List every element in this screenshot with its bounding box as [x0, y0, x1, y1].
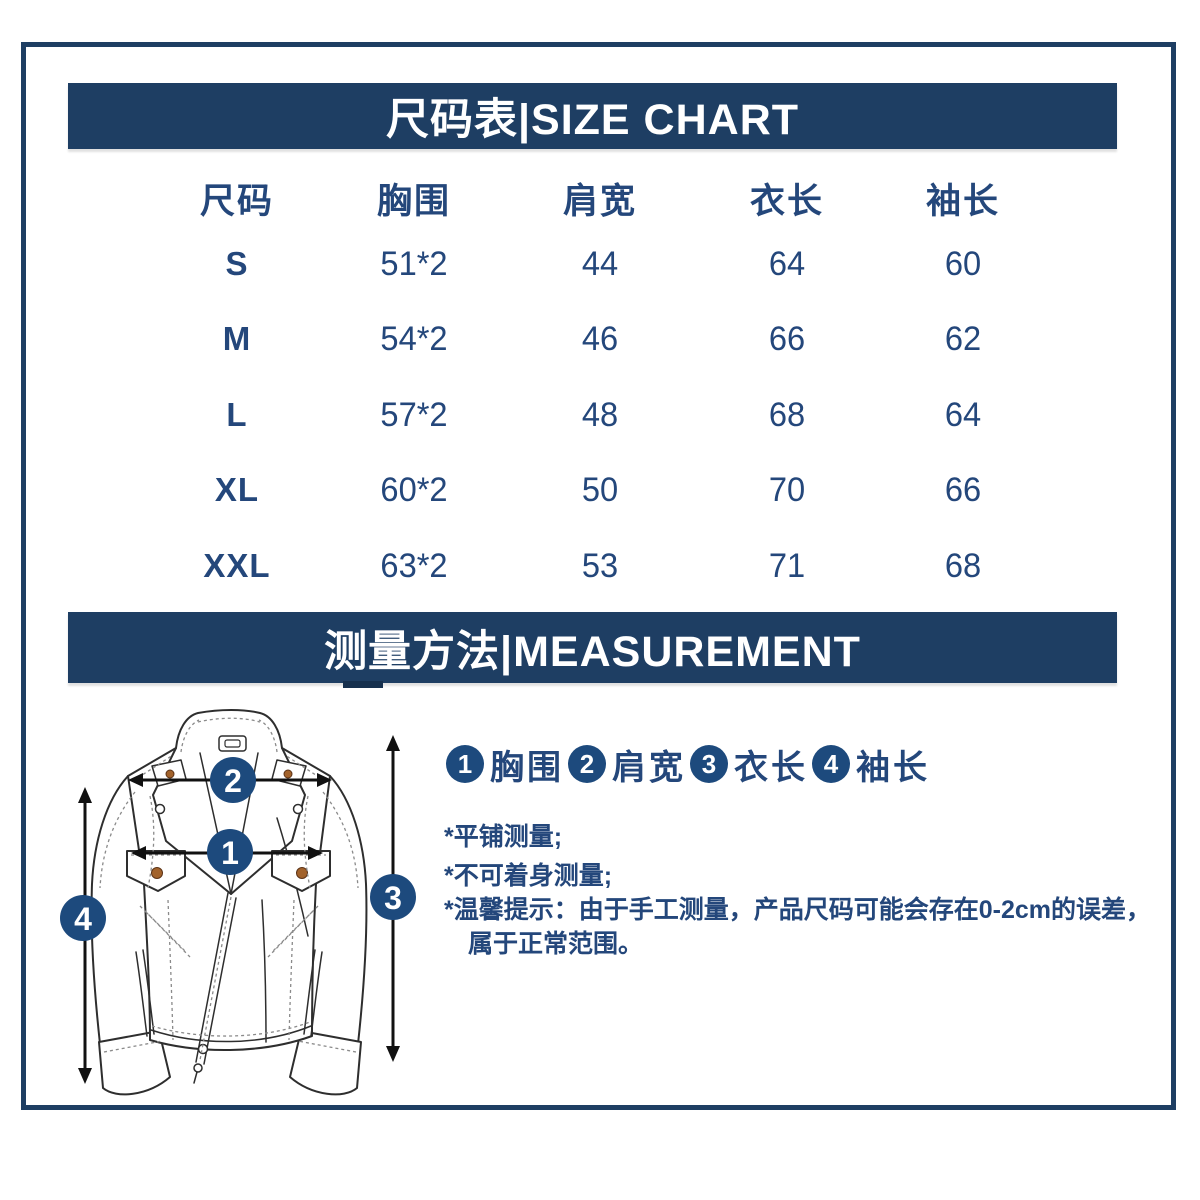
size-chart-banner-title: 尺码表|SIZE CHART [385, 96, 800, 144]
note-tolerance-cont: 属于正常范围。 [468, 930, 644, 958]
table-row: M 54*2 46 66 62 [0, 317, 1200, 361]
length-cell: 66 [768, 320, 806, 358]
chest-cell: 54*2 [380, 320, 448, 358]
measurement-notes: *平铺测量; *不可着身测量; *温馨提示：由于手工测量，产品尺码可能会存在0-… [444, 820, 1154, 961]
banner-shadow-tab [343, 681, 383, 688]
legend-label-length: 衣长 [734, 748, 808, 787]
chest-cell: 63*2 [380, 547, 448, 585]
sleeve-cell: 64 [944, 396, 982, 434]
size-cell: S [225, 245, 249, 282]
table-row: L 57*2 48 68 64 [0, 393, 1200, 437]
legend-circle-1: 1 [446, 745, 484, 783]
chest-cell: 57*2 [380, 396, 448, 434]
measurement-banner-title: 测量方法|MEASUREMENT [324, 627, 861, 676]
legend-circle-4: 4 [812, 745, 850, 783]
table-row: S 51*2 44 64 60 [0, 242, 1200, 286]
col-header-length: 衣长 [749, 182, 825, 221]
size-cell: XL [214, 471, 260, 508]
sleeve-cell: 68 [944, 547, 982, 585]
sleeve-cell: 60 [944, 245, 982, 283]
size-cell: L [226, 396, 248, 433]
table-row: XL 60*2 50 70 66 [0, 468, 1200, 512]
shoulder-cell: 46 [581, 320, 619, 358]
chest-cell: 51*2 [380, 245, 448, 283]
size-chart-banner: 尺码表|SIZE CHART [68, 83, 1117, 149]
legend-label-shoulder: 肩宽 [612, 748, 686, 787]
note-not-on-body: *不可着身测量; [444, 862, 613, 890]
legend-label-sleeve: 袖长 [856, 748, 930, 787]
col-header-shoulder: 肩宽 [562, 182, 638, 221]
length-cell: 64 [768, 245, 806, 283]
shoulder-cell: 48 [581, 396, 619, 434]
size-cell: XXL [203, 547, 271, 584]
measurement-legend: 1 胸围 2 肩宽 3 衣长 4 袖长 [446, 744, 930, 787]
length-cell: 71 [768, 547, 806, 585]
size-table-header-row: 尺码 胸围 肩宽 衣长 袖长 [0, 180, 1200, 224]
table-row: XXL 63*2 53 71 68 [0, 544, 1200, 588]
legend-item-chest: 1 胸围 [446, 740, 564, 789]
length-cell: 68 [768, 396, 806, 434]
legend-circle-3: 3 [690, 745, 728, 783]
col-header-size: 尺码 [199, 182, 275, 221]
shoulder-cell: 53 [581, 547, 619, 585]
size-cell: M [222, 320, 252, 357]
sleeve-cell: 62 [944, 320, 982, 358]
sleeve-cell: 66 [944, 471, 982, 509]
legend-item-length: 3 衣长 [690, 740, 808, 789]
measurement-banner: 测量方法|MEASUREMENT [68, 612, 1117, 683]
shoulder-cell: 50 [581, 471, 619, 509]
legend-item-shoulder: 2 肩宽 [568, 740, 686, 789]
col-header-chest: 胸围 [376, 182, 452, 221]
shoulder-cell: 44 [581, 245, 619, 283]
note-flat-measure: *平铺测量; [444, 823, 563, 851]
legend-circle-2: 2 [568, 745, 606, 783]
col-header-sleeve: 袖长 [925, 182, 1001, 221]
chest-cell: 60*2 [380, 471, 448, 509]
legend-item-sleeve: 4 袖长 [812, 740, 930, 789]
legend-label-chest: 胸围 [490, 748, 564, 787]
length-cell: 70 [768, 471, 806, 509]
note-tolerance: *温馨提示：由于手工测量，产品尺码可能会存在0-2cm的误差， [444, 896, 1151, 924]
